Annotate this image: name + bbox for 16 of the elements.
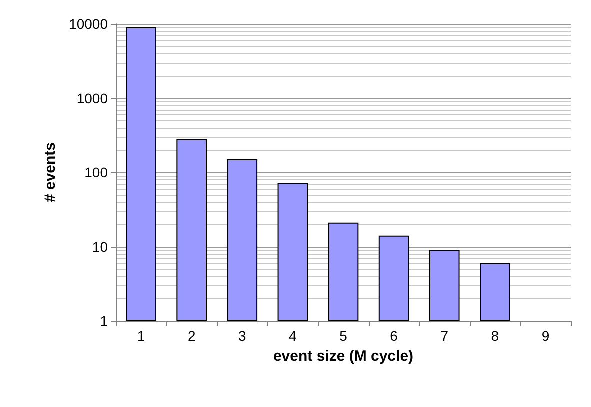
x-tick-label: 3 xyxy=(238,328,246,344)
y-tick-label: 1 xyxy=(100,313,108,329)
x-tick-label: 2 xyxy=(188,328,196,344)
x-axis-title: event size (M cycle) xyxy=(273,348,414,365)
x-tick-label: 7 xyxy=(440,328,449,344)
y-axis-title: # events xyxy=(42,142,60,203)
y-tick-label: 100 xyxy=(84,164,108,180)
y-tick-label: 10 xyxy=(92,238,108,255)
y-tick-label: 10000 xyxy=(69,16,108,32)
y-tick-label: 1000 xyxy=(76,90,108,106)
x-tick-label: 1 xyxy=(137,328,146,344)
x-tick-label: 6 xyxy=(390,328,398,344)
x-tick-label: 9 xyxy=(542,328,550,344)
x-tick-label: 5 xyxy=(340,328,348,344)
x-tick-label: 4 xyxy=(289,328,298,344)
x-tick-label: 8 xyxy=(491,328,500,344)
